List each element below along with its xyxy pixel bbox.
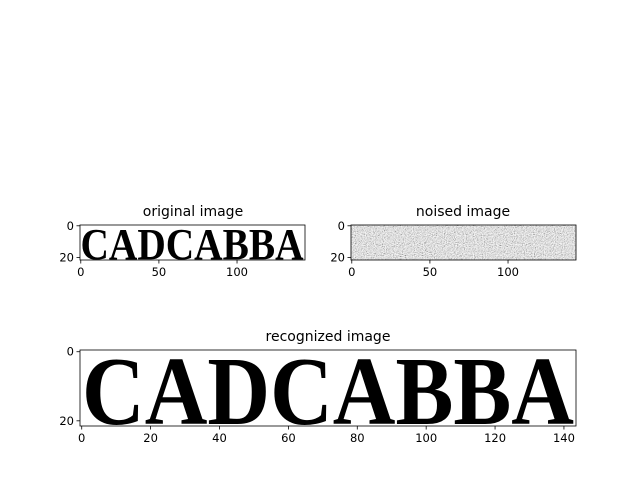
y-tick-label: 20	[59, 414, 74, 428]
y-tick-label: 20	[330, 251, 345, 265]
x-tick-label: 20	[143, 431, 158, 445]
noised-image-axes-frame	[350, 224, 577, 261]
x-tick-label: 50	[423, 265, 438, 279]
y-tick-label: 0	[338, 219, 345, 233]
recognized-image-axes-frame	[79, 349, 577, 427]
x-tick-label: 140	[553, 431, 575, 445]
x-tick-label: 100	[497, 265, 519, 279]
y-tick-label: 0	[67, 219, 74, 233]
x-tick-label: 80	[350, 431, 365, 445]
noised-image-title: noised image	[416, 204, 510, 220]
x-tick-label: 120	[484, 431, 506, 445]
x-tick-label: 60	[281, 431, 296, 445]
x-tick-label: 0	[77, 265, 84, 279]
original-image-title: original image	[143, 204, 243, 220]
x-tick-label: 50	[152, 265, 167, 279]
recognized-image-title: recognized image	[266, 329, 391, 345]
y-tick-label: 0	[67, 345, 74, 359]
y-tick-label: 20	[59, 251, 74, 265]
x-tick-label: 100	[226, 265, 248, 279]
original-image-content: CADCABBA	[81, 220, 304, 269]
x-tick-label: 0	[78, 431, 85, 445]
x-tick-label: 100	[415, 431, 437, 445]
recognized-image-panel: recognized image CADCABBA 0 20 40 60 80 100 12…	[59, 329, 577, 446]
noise-pixels	[351, 225, 576, 260]
x-tick-label: 0	[348, 265, 355, 279]
original-image-axes-frame	[79, 224, 306, 261]
recognized-image-content: CADCABBA	[82, 338, 574, 446]
x-tick-label: 40	[212, 431, 227, 445]
